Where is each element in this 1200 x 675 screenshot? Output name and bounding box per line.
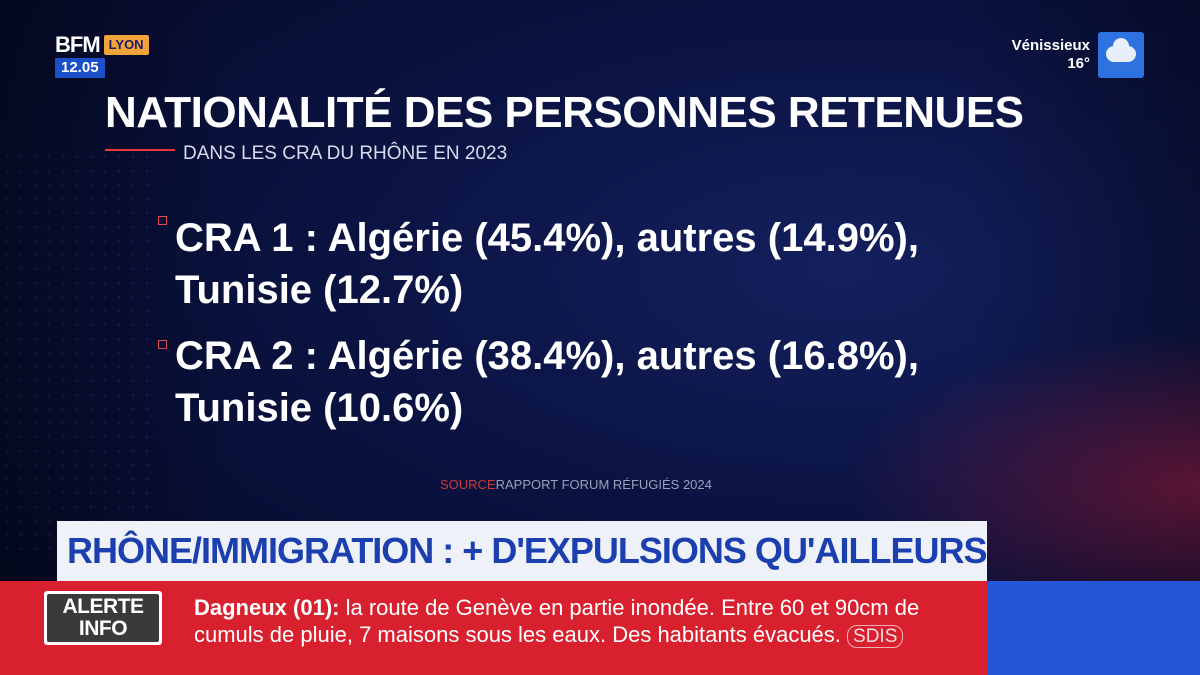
ticker-source: SDIS bbox=[847, 625, 904, 648]
graphic-title: NATIONALITÉ DES PERSONNES RETENUES bbox=[105, 88, 1024, 137]
channel-logo: BFM LYON bbox=[55, 34, 149, 56]
source-label: SOURCE bbox=[440, 477, 496, 492]
bullet-square-icon bbox=[158, 340, 167, 349]
clock: 12.05 bbox=[55, 58, 105, 78]
alert-badge-line2: INFO bbox=[78, 617, 128, 640]
ticker-place: Dagneux (01): bbox=[194, 595, 340, 620]
alert-info-badge: ALERTE INFO bbox=[44, 591, 162, 645]
bullet-item-cra-2: CRA 2 : Algérie (38.4%), autres (16.8%),… bbox=[175, 330, 1135, 434]
bullet-item-cra-1: CRA 1 : Algérie (45.4%), autres (14.9%),… bbox=[175, 212, 1135, 316]
source-text: RAPPORT FORUM RÉFUGIÉS 2024 bbox=[495, 477, 712, 492]
bullet-square-icon bbox=[158, 216, 167, 225]
source-credit: SOURCERAPPORT FORUM RÉFUGIÉS 2024 bbox=[440, 477, 712, 492]
graphic-subtitle: DANS LES CRA DU RHÔNE EN 2023 bbox=[183, 143, 508, 164]
ticker-side-panel bbox=[987, 581, 1200, 675]
headline-text: RHÔNE/IMMIGRATION : + D'EXPULSIONS QU'AI… bbox=[67, 530, 987, 571]
title-accent-rule bbox=[105, 149, 175, 151]
background-dot-pattern bbox=[0, 150, 160, 550]
bullet-line: CRA 2 : Algérie (38.4%), autres (16.8%), bbox=[175, 334, 919, 378]
ticker-body: la route de Genève en partie inondée. En… bbox=[194, 595, 920, 647]
bullet-line: Tunisie (12.7%) bbox=[175, 268, 464, 312]
logo-brand: BFM bbox=[55, 32, 101, 57]
alert-badge-line1: ALERTE bbox=[62, 595, 145, 618]
weather-temp: 16° bbox=[1067, 55, 1090, 72]
weather-city: Vénissieux bbox=[1011, 37, 1090, 54]
headline-banner: RHÔNE/IMMIGRATION : + D'EXPULSIONS QU'AI… bbox=[57, 521, 987, 581]
weather-text: Vénissieux 16° bbox=[1012, 37, 1090, 73]
bullet-line: CRA 1 : Algérie (45.4%), autres (14.9%), bbox=[175, 216, 919, 260]
logo-city-badge: LYON bbox=[103, 35, 149, 55]
bullet-line: Tunisie (10.6%) bbox=[175, 386, 464, 430]
ticker-message: Dagneux (01): la route de Genève en part… bbox=[194, 594, 964, 648]
cloud-icon bbox=[1098, 32, 1144, 78]
weather-widget: Vénissieux 16° bbox=[1012, 32, 1144, 78]
